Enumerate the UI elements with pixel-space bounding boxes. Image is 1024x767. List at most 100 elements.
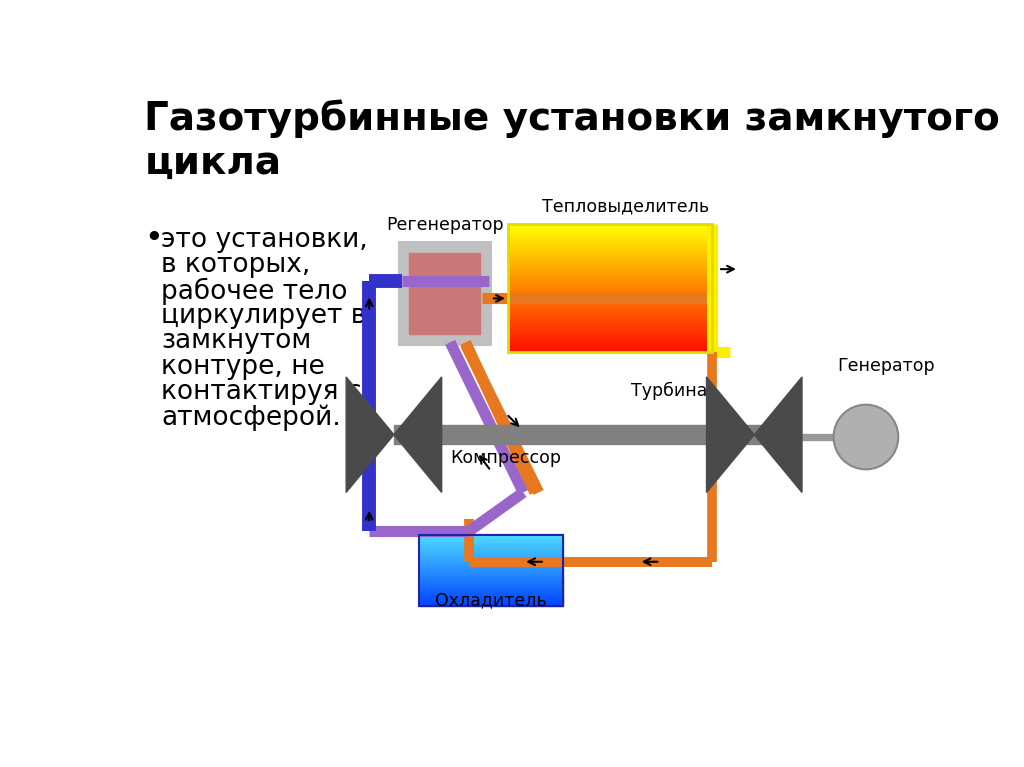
Bar — [419, 604, 563, 607]
Bar — [508, 344, 712, 346]
Text: Регенератор: Регенератор — [386, 216, 504, 235]
Bar — [508, 265, 712, 267]
Bar — [508, 267, 712, 269]
Bar — [508, 250, 712, 252]
Bar — [508, 256, 712, 258]
Bar — [508, 252, 712, 255]
Polygon shape — [346, 377, 394, 492]
Text: Турбина: Турбина — [631, 382, 708, 400]
Bar — [508, 225, 712, 352]
Text: в которых,: в которых, — [162, 252, 310, 278]
Bar — [419, 568, 563, 571]
Bar — [508, 260, 712, 263]
Bar — [419, 544, 563, 547]
Bar — [508, 295, 712, 297]
Bar — [508, 231, 712, 233]
Bar — [419, 589, 563, 592]
Bar — [419, 563, 563, 566]
Bar — [419, 561, 563, 564]
Bar — [419, 587, 563, 590]
Text: контактируя с: контактируя с — [162, 379, 361, 405]
Text: рабочее тело: рабочее тело — [162, 278, 348, 304]
Bar — [508, 341, 712, 344]
Bar — [419, 548, 563, 551]
Bar — [508, 337, 712, 340]
Bar — [508, 278, 712, 280]
Bar — [508, 326, 712, 329]
Bar — [419, 558, 563, 561]
Bar — [394, 426, 797, 444]
Bar — [508, 339, 712, 341]
Bar — [508, 328, 712, 331]
Bar — [419, 582, 563, 585]
Bar — [508, 350, 712, 352]
Bar — [508, 309, 712, 312]
Bar — [419, 578, 563, 580]
Bar — [508, 262, 712, 265]
Text: цикла: цикла — [144, 144, 282, 183]
Bar — [419, 580, 563, 582]
Bar — [508, 279, 712, 282]
Bar — [419, 594, 563, 597]
Bar — [508, 333, 712, 335]
Bar — [419, 554, 563, 556]
Bar — [419, 599, 563, 601]
Circle shape — [834, 405, 898, 469]
Bar — [419, 546, 563, 549]
Bar — [419, 597, 563, 599]
Bar — [508, 226, 712, 229]
Bar — [508, 320, 712, 322]
Bar — [508, 232, 712, 235]
Bar — [508, 318, 712, 321]
Bar — [508, 303, 712, 305]
Bar — [508, 335, 712, 337]
Text: атмосферой.: атмосферой. — [162, 405, 341, 431]
Bar — [508, 347, 712, 351]
Bar — [508, 298, 712, 301]
Bar — [419, 535, 563, 607]
Bar — [410, 253, 480, 334]
Bar — [419, 575, 563, 578]
Text: Газотурбинные установки замкнутого: Газотурбинные установки замкнутого — [144, 100, 1000, 138]
Bar — [508, 254, 712, 256]
Bar — [419, 591, 563, 594]
Bar — [508, 281, 712, 284]
Bar — [508, 248, 712, 250]
Bar — [508, 258, 712, 261]
Bar — [508, 243, 712, 245]
Bar — [797, 434, 834, 440]
Bar — [419, 570, 563, 573]
Polygon shape — [394, 377, 441, 492]
Bar — [508, 322, 712, 324]
Bar — [419, 551, 563, 554]
Bar — [508, 245, 712, 248]
Text: контуре, не: контуре, не — [162, 354, 325, 380]
Bar — [508, 288, 712, 291]
Text: замкнутом: замкнутом — [162, 328, 311, 354]
Bar — [419, 584, 563, 588]
Bar — [508, 284, 712, 286]
Bar — [419, 535, 563, 537]
Text: это установки,: это установки, — [162, 227, 368, 253]
Bar — [508, 324, 712, 327]
Bar — [419, 556, 563, 558]
Bar — [508, 311, 712, 314]
Bar — [508, 331, 712, 333]
Bar — [508, 268, 712, 272]
Bar — [508, 241, 712, 244]
Bar — [419, 601, 563, 604]
Bar — [508, 305, 712, 308]
Text: •: • — [144, 223, 163, 254]
Bar — [508, 345, 712, 348]
Bar — [508, 301, 712, 303]
Bar — [508, 237, 712, 239]
Polygon shape — [707, 377, 755, 492]
Bar — [508, 239, 712, 242]
Text: Тепловыделитель: Тепловыделитель — [542, 197, 709, 216]
Bar — [508, 235, 712, 237]
Bar — [398, 242, 490, 344]
Bar — [508, 286, 712, 288]
Bar — [508, 273, 712, 275]
Bar — [508, 290, 712, 293]
Bar — [508, 275, 712, 278]
